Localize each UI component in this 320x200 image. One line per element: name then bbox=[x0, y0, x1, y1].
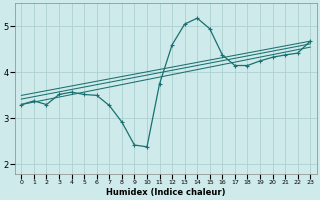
X-axis label: Humidex (Indice chaleur): Humidex (Indice chaleur) bbox=[106, 188, 226, 197]
